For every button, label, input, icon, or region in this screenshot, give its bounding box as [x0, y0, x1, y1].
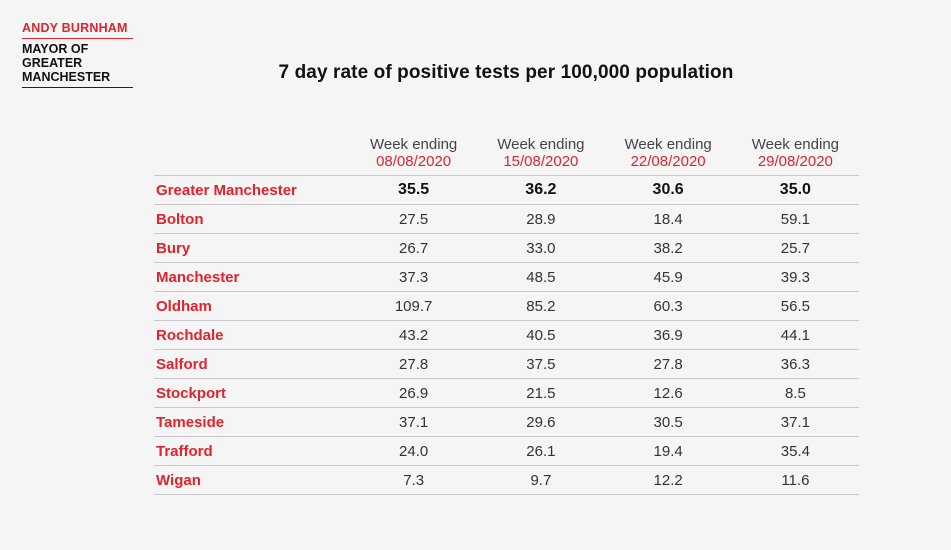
- rate-value: 37.1: [350, 407, 478, 437]
- mayor-logo: ANDY BURNHAM MAYOR OF GREATER MANCHESTER: [22, 21, 133, 88]
- rate-value: 38.2: [604, 233, 732, 263]
- area-name: Salford: [154, 349, 350, 379]
- column-header: Week ending 15/08/2020: [477, 136, 604, 176]
- table-row: Trafford 24.0 26.1 19.4 35.4: [154, 436, 859, 466]
- rate-value: 12.6: [604, 378, 732, 408]
- rate-value: 37.1: [731, 407, 859, 437]
- rate-value: 25.7: [731, 233, 859, 263]
- table-row: Bury 26.7 33.0 38.2 25.7: [154, 233, 859, 263]
- rate-value: 35.5: [350, 175, 478, 205]
- area-name: Stockport: [154, 378, 350, 408]
- rate-value: 9.7: [477, 465, 605, 495]
- area-name: Tameside: [154, 407, 350, 437]
- area-name: Greater Manchester: [154, 175, 350, 205]
- table-header-row: Week ending 08/08/2020 Week ending 15/08…: [154, 136, 859, 176]
- column-header-date: 08/08/2020: [376, 153, 452, 170]
- area-name: Trafford: [154, 436, 350, 466]
- rate-value: 85.2: [477, 291, 605, 321]
- rate-value: 26.1: [477, 436, 605, 466]
- rate-value: 11.6: [731, 465, 859, 495]
- table-row: Manchester 37.3 48.5 45.9 39.3: [154, 262, 859, 292]
- column-header-date: 22/08/2020: [630, 153, 706, 170]
- area-name: Rochdale: [154, 320, 350, 350]
- table-row: Salford 27.8 37.5 27.8 36.3: [154, 349, 859, 379]
- rate-value: 36.9: [604, 320, 732, 350]
- rate-value: 59.1: [731, 204, 859, 234]
- column-header-label: Week ending: [624, 136, 712, 153]
- logo-role-line1: MAYOR OF: [22, 42, 89, 56]
- column-header: Week ending 22/08/2020: [605, 136, 732, 176]
- rate-value: 44.1: [731, 320, 859, 350]
- rate-value: 7.3: [350, 465, 478, 495]
- rate-value: 18.4: [604, 204, 732, 234]
- rate-value: 29.6: [477, 407, 605, 437]
- area-name: Manchester: [154, 262, 350, 292]
- rate-value: 56.5: [731, 291, 859, 321]
- rate-value: 24.0: [350, 436, 478, 466]
- rate-value: 33.0: [477, 233, 605, 263]
- column-header-date: 15/08/2020: [503, 153, 579, 170]
- table-row: Rochdale 43.2 40.5 36.9 44.1: [154, 320, 859, 350]
- rate-value: 60.3: [604, 291, 732, 321]
- area-name: Oldham: [154, 291, 350, 321]
- logo-role: MAYOR OF GREATER MANCHESTER: [22, 39, 133, 88]
- rates-table: Week ending 08/08/2020 Week ending 15/08…: [154, 136, 859, 495]
- table-row: Wigan 7.3 9.7 12.2 11.6: [154, 465, 859, 495]
- area-name: Bolton: [154, 204, 350, 234]
- rate-value: 36.3: [731, 349, 859, 379]
- rate-value: 12.2: [604, 465, 732, 495]
- rate-value: 40.5: [477, 320, 605, 350]
- rate-value: 27.5: [350, 204, 478, 234]
- area-name: Bury: [154, 233, 350, 263]
- rate-value: 27.8: [604, 349, 732, 379]
- table-header-blank: [154, 136, 350, 176]
- rate-value: 36.2: [477, 175, 605, 205]
- table-row-total: Greater Manchester 35.5 36.2 30.6 35.0: [154, 175, 859, 205]
- rate-value: 19.4: [604, 436, 732, 466]
- rate-value: 26.9: [350, 378, 478, 408]
- rate-value: 30.6: [604, 175, 732, 205]
- rate-value: 45.9: [604, 262, 732, 292]
- rate-value: 30.5: [604, 407, 732, 437]
- table-row: Stockport 26.9 21.5 12.6 8.5: [154, 378, 859, 408]
- rate-value: 48.5: [477, 262, 605, 292]
- column-header: Week ending 08/08/2020: [350, 136, 477, 176]
- rate-value: 35.0: [731, 175, 859, 205]
- column-header-label: Week ending: [751, 136, 840, 153]
- rate-value: 26.7: [350, 233, 478, 263]
- rate-value: 27.8: [350, 349, 478, 379]
- column-header-date: 29/08/2020: [757, 153, 833, 170]
- table-row: Bolton 27.5 28.9 18.4 59.1: [154, 204, 859, 234]
- rate-value: 37.5: [477, 349, 605, 379]
- column-header-label: Week ending: [369, 136, 458, 153]
- column-header-label: Week ending: [497, 136, 585, 153]
- rate-value: 35.4: [731, 436, 859, 466]
- logo-role-line3: MANCHESTER: [22, 70, 111, 84]
- table-row: Tameside 37.1 29.6 30.5 37.1: [154, 407, 859, 437]
- logo-role-line2: GREATER: [22, 56, 83, 70]
- column-header: Week ending 29/08/2020: [732, 136, 859, 176]
- logo-name: ANDY BURNHAM: [22, 21, 133, 39]
- rate-value: 21.5: [477, 378, 605, 408]
- rate-value: 28.9: [477, 204, 605, 234]
- rate-value: 43.2: [350, 320, 478, 350]
- rate-value: 39.3: [731, 262, 859, 292]
- area-name: Wigan: [154, 465, 350, 495]
- page-title: 7 day rate of positive tests per 100,000…: [278, 62, 734, 83]
- rate-value: 8.5: [731, 378, 859, 408]
- table-row: Oldham 109.7 85.2 60.3 56.5: [154, 291, 859, 321]
- rate-value: 37.3: [350, 262, 478, 292]
- rate-value: 109.7: [350, 291, 478, 321]
